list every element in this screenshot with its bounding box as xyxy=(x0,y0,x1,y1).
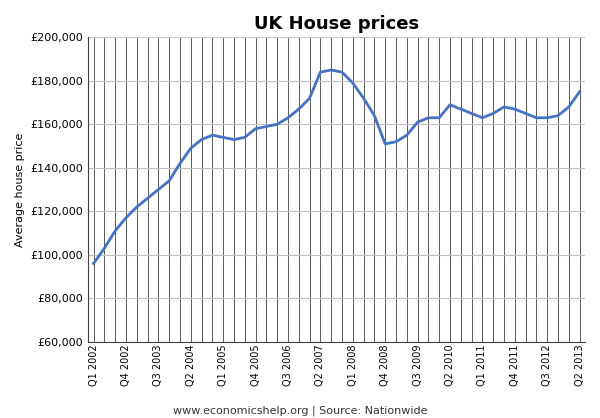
Y-axis label: Average house price: Average house price xyxy=(15,133,25,247)
Text: www.economicshelp.org | Source: Nationwide: www.economicshelp.org | Source: Nationwi… xyxy=(173,406,427,416)
Title: UK House prices: UK House prices xyxy=(254,15,419,33)
